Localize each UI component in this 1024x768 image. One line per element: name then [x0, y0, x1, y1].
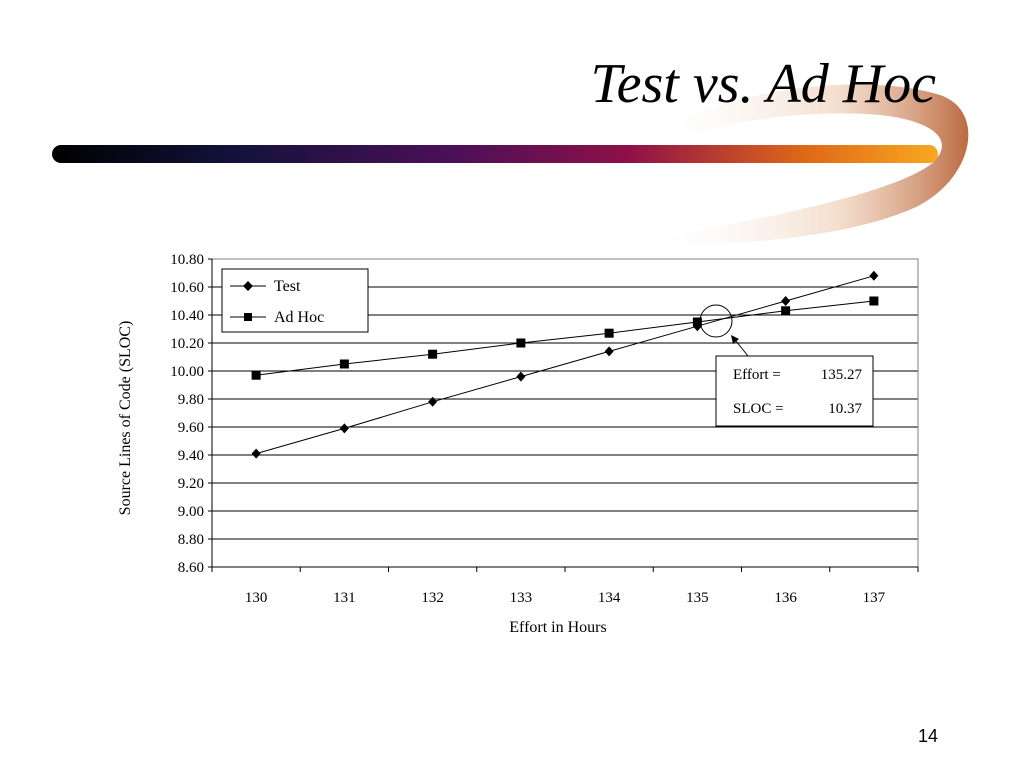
data-point-test — [428, 396, 438, 407]
y-tick-label: 10.80 — [170, 252, 204, 268]
page-number: 14 — [917, 726, 938, 746]
x-tick-label: 132 — [421, 590, 444, 606]
x-tick-label: 131 — [333, 590, 356, 606]
swoosh-shape — [640, 84, 969, 244]
y-tick-label: 8.60 — [178, 560, 204, 576]
callout-effort-value: 135.27 — [821, 367, 863, 383]
legend-marker-diamond-icon — [243, 281, 253, 291]
legend-label-test: Test — [274, 278, 301, 295]
x-tick-label: 137 — [863, 590, 886, 606]
data-point-test — [781, 296, 791, 306]
callout-box — [715, 355, 874, 427]
y-tick-label: 10.60 — [170, 280, 204, 296]
y-tick-label: 8.80 — [178, 532, 204, 548]
y-axis: 10.80 10.60 10.40 10.20 10.00 9.80 9.60 9.40 9.2… — [170, 252, 213, 576]
data-point-ad-hoc — [781, 306, 791, 316]
x-tick-label: 135 — [686, 590, 709, 606]
data-point-test — [604, 346, 614, 357]
y-tick-label: 9.80 — [178, 392, 204, 408]
y-tick-label: 9.20 — [178, 476, 204, 492]
x-tick-label: 133 — [510, 590, 533, 606]
data-point-ad-hoc — [604, 328, 614, 338]
data-point-ad-hoc — [516, 338, 526, 348]
data-point-ad-hoc — [339, 359, 349, 369]
callout-sloc-value: 10.37 — [828, 401, 862, 417]
intersection-callout: Effort = 135.27 SLOC = 10.37 — [699, 304, 874, 427]
callout-effort-label: Effort = — [733, 367, 781, 383]
data-point-ad-hoc — [692, 317, 702, 327]
legend-box — [221, 268, 369, 333]
data-point-test — [251, 448, 261, 459]
data-point-test — [339, 423, 349, 434]
y-axis-title: Source Lines of Code (SLOC) — [117, 321, 134, 516]
y-tick-label: 9.60 — [178, 420, 204, 436]
legend: Test Ad Hoc — [221, 268, 369, 333]
data-point-ad-hoc — [869, 296, 879, 306]
legend-label-adhoc: Ad Hoc — [274, 309, 324, 326]
title-band — [52, 145, 938, 163]
callout-sloc-label: SLOC = — [733, 401, 784, 417]
data-point-ad-hoc — [428, 349, 438, 359]
series-lines — [255, 275, 875, 455]
x-tick-label: 130 — [245, 590, 268, 606]
legend-marker-square-icon — [244, 313, 252, 321]
y-tick-label: 10.20 — [170, 336, 204, 352]
data-point-test — [516, 371, 526, 382]
x-tick-label: 136 — [774, 590, 797, 606]
series-markers — [251, 270, 879, 459]
data-point-test — [869, 270, 879, 281]
intersection-circle — [699, 304, 733, 338]
callout-arrowhead-icon — [731, 335, 739, 344]
series-line-test — [255, 275, 875, 455]
y-tick-label: 10.40 — [170, 308, 204, 324]
data-point-ad-hoc — [251, 370, 261, 380]
series-line-ad-hoc — [256, 300, 874, 376]
x-axis-title: Effort in Hours — [509, 619, 606, 636]
slide-title: Test vs. Ad Hoc — [590, 53, 936, 115]
x-tick-label: 134 — [598, 590, 621, 606]
y-tick-label: 9.00 — [178, 504, 204, 520]
y-tick-label: 10.00 — [170, 364, 204, 380]
x-axis: 130 131 132 133 134 135 136 137 — [211, 566, 919, 606]
y-tick-label: 9.40 — [178, 448, 204, 464]
